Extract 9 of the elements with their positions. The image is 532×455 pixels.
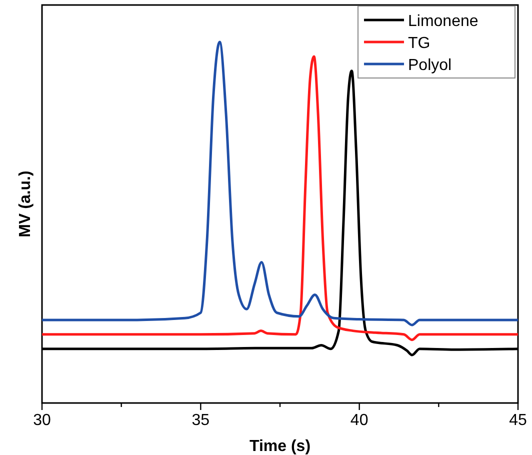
x-tick-label: 30	[33, 412, 51, 429]
legend-label: TG	[408, 35, 430, 52]
legend-label: Polyol	[408, 57, 452, 74]
x-tick-label: 35	[192, 412, 210, 429]
legend-label: Limonene	[408, 13, 478, 30]
x-tick-label: 40	[350, 412, 368, 429]
x-axis-title: Time (s)	[249, 438, 311, 455]
y-axis-title: MV (a.u.)	[17, 170, 34, 238]
x-tick-label: 45	[509, 412, 527, 429]
